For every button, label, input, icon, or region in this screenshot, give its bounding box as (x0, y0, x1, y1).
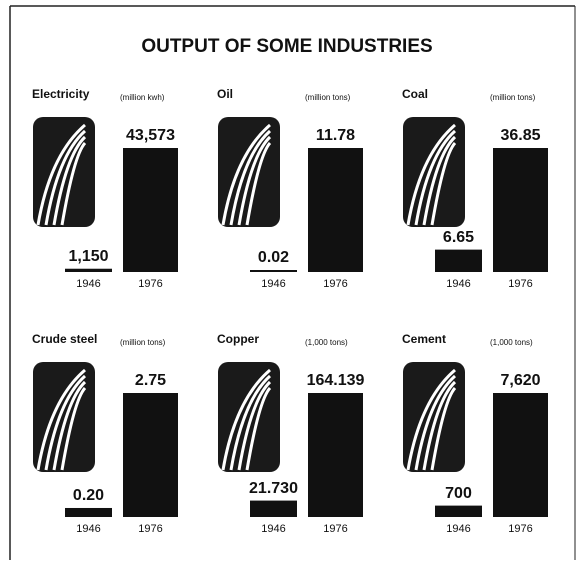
bar (493, 393, 548, 517)
x-tick-label: 1976 (138, 278, 162, 290)
value-label: 6.65 (443, 229, 474, 246)
panel-title: Cement (402, 332, 446, 346)
panel-title: Coal (402, 87, 428, 101)
bar (435, 250, 482, 272)
panel-title: Electricity (32, 87, 90, 101)
value-label: 164.139 (307, 372, 365, 389)
x-tick-label: 1946 (76, 523, 100, 535)
x-tick-label: 1976 (323, 278, 347, 290)
panel-title: Copper (217, 332, 259, 346)
panel-title: Crude steel (32, 332, 97, 346)
bar (308, 148, 363, 272)
value-label: 2.75 (135, 372, 166, 389)
bar (308, 393, 363, 517)
x-tick-label: 1946 (446, 278, 470, 290)
bar (123, 148, 178, 272)
bar (65, 269, 112, 272)
panel-unit: (million tons) (490, 93, 536, 102)
panel-unit: (million tons) (305, 93, 351, 102)
x-tick-label: 1946 (261, 278, 285, 290)
value-label: 0.02 (258, 249, 289, 266)
value-label: 1,150 (68, 248, 108, 265)
value-label: 11.78 (316, 127, 355, 144)
page-title: OUTPUT OF SOME INDUSTRIES (141, 36, 432, 57)
bar (435, 506, 482, 517)
x-tick-label: 1976 (508, 278, 532, 290)
panel-unit: (1,000 tons) (490, 338, 533, 347)
panel-unit: (million kwh) (120, 93, 165, 102)
bar (250, 270, 297, 272)
bar (123, 393, 178, 517)
value-label: 43,573 (126, 127, 175, 144)
chart: OUTPUT OF SOME INDUSTRIES Electricity (mi… (0, 0, 580, 563)
x-tick-label: 1976 (138, 523, 162, 535)
panel-unit: (1,000 tons) (305, 338, 348, 347)
value-label: 0.20 (73, 487, 104, 504)
value-label: 21.730 (249, 480, 298, 497)
value-label: 700 (445, 485, 472, 502)
panel-title: Oil (217, 87, 233, 101)
panel-unit: (million tons) (120, 338, 166, 347)
x-tick-label: 1946 (76, 278, 100, 290)
x-tick-label: 1946 (261, 523, 285, 535)
x-tick-label: 1976 (508, 523, 532, 535)
x-tick-label: 1946 (446, 523, 470, 535)
bar (65, 508, 112, 517)
value-label: 36.85 (500, 127, 540, 144)
x-tick-label: 1976 (323, 523, 347, 535)
bar (493, 148, 548, 272)
bar (250, 501, 297, 517)
value-label: 7,620 (500, 372, 540, 389)
